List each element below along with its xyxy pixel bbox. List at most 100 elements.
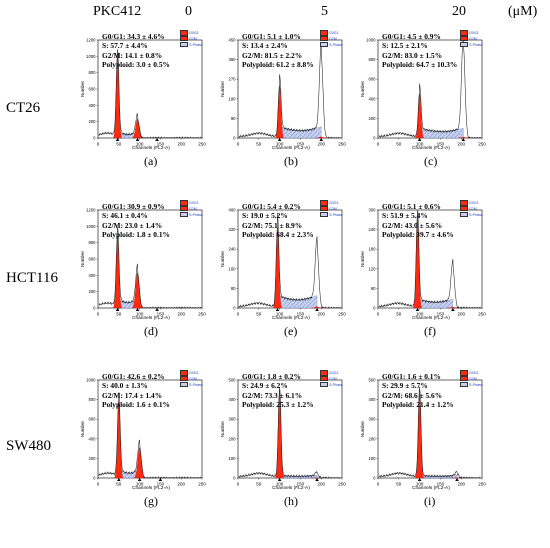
y-axis-label: Number (360, 420, 365, 437)
cell-cycle-stats: G0/G1: 5.4 ± 0.2% S: 19.0 ± 5.2% G2/M: 75.… (242, 202, 314, 240)
legend-swatch (180, 200, 188, 206)
stat-line: G2/M: 81.5 ± 2.2% (242, 50, 303, 60)
panel-b: 0 50 100 150 200 250 0 90 180 270 360 450 Channels (… (218, 22, 350, 168)
x-tick-label: 50 (396, 482, 402, 487)
gate-marker (451, 308, 455, 311)
cell-cycle-stats: G0/G1: 1.6 ± 0.1% S: 29.9 ± 5.7% G2/M: 68.… (382, 372, 454, 410)
x-tick-label: 200 (317, 482, 325, 487)
y-tick-label: 240 (229, 247, 237, 252)
legend-swatch (180, 205, 188, 212)
x-tick-label: 100 (416, 142, 424, 147)
x-axis-label: Channels (FL2-A) (272, 316, 310, 321)
panel-a: 0 50 100 150 200 250 0 200 400 600 800 1000 1200 Chan… (78, 22, 210, 168)
x-tick-label: 100 (276, 482, 284, 487)
panel-c: 0 50 100 150 200 250 0 200 400 600 800 1000 Channels… (358, 22, 490, 168)
cell-cycle-stats: G0/G1: 5.1 ± 0.6% S: 51.9 ± 5.4% G2/M: 43.… (382, 202, 454, 240)
panel-label: (c) (424, 154, 438, 168)
legend-entry: G0G1 (320, 370, 343, 376)
legend-entry: G0G1 (180, 30, 203, 36)
x-tick-label: 100 (136, 482, 144, 487)
stat-line: G2/M: 68.6 ± 5.6% (382, 390, 443, 400)
y-tick-label: 600 (89, 257, 97, 262)
x-axis-label: Channels (FL2-A) (132, 316, 170, 321)
y-axis-label: Number (80, 80, 85, 97)
x-tick-label: 150 (437, 482, 445, 487)
legend-swatch (320, 35, 328, 42)
legend: G0G1 G2M S-Phase (460, 30, 483, 48)
x-tick-label: 200 (177, 312, 185, 317)
cell-cycle-stats: G0/G1: 5.1 ± 1.0% S: 13.4 ± 2.4% G2/M: 81.… (242, 32, 314, 70)
panel-label: (f) (424, 324, 436, 338)
stat-line: G2/M: 73.3 ± 6.1% (242, 390, 303, 400)
y-tick-label: 0 (233, 476, 236, 481)
legend-entry: S-Phase (320, 41, 343, 48)
y-tick-label: 200 (89, 456, 97, 461)
legend-label: G0G1 (469, 200, 479, 205)
legend-label: G0G1 (329, 30, 339, 35)
histogram-b: 0 50 100 150 200 250 0 90 180 270 360 450 (229, 38, 347, 147)
legend-label: G2M (189, 376, 197, 381)
legend-label: G2M (469, 206, 477, 211)
stat-line: G0/G1: 1.6 ± 0.1% (382, 372, 441, 381)
y-axis-label: Number (360, 250, 365, 267)
panel-label: (h) (284, 494, 298, 508)
gate-marker (135, 138, 140, 141)
x-tick-label: 50 (256, 482, 262, 487)
y-tick-label: 0 (233, 136, 236, 141)
legend-entry: G2M (460, 205, 483, 212)
legend-entry: G0G1 (460, 200, 483, 206)
stat-line: S: 12.5 ± 2.1% (382, 41, 428, 51)
legend-label: S-Phase (329, 382, 343, 387)
legend-swatch (320, 30, 328, 36)
x-tick-label: 150 (297, 482, 305, 487)
legend-label: G0G1 (329, 370, 339, 375)
legend-label: S-Phase (469, 382, 483, 387)
legend-label: S-Phase (189, 212, 203, 217)
x-tick-label: 150 (157, 312, 165, 317)
y-tick-label: 200 (369, 116, 377, 121)
stat-line: G2/M: 23.0 ± 1.4% (102, 220, 163, 230)
legend-label: S-Phase (189, 42, 203, 47)
histogram-outline (98, 49, 202, 139)
stat-line: G0/G1: 5.1 ± 1.0% (242, 32, 301, 41)
histogram-g: 0 50 100 150 200 250 0 200 400 600 800 1000 (86, 378, 206, 487)
legend-swatch (460, 35, 468, 42)
x-tick-label: 200 (457, 312, 465, 317)
legend-entry: G0G1 (180, 370, 203, 376)
y-tick-label: 100 (229, 456, 237, 461)
legend-entry: S-Phase (460, 381, 483, 388)
header-conc-5: 5 (321, 4, 328, 19)
legend-entry: G2M (180, 375, 203, 382)
gate-marker (315, 478, 319, 481)
x-tick-label: 0 (377, 482, 380, 487)
stat-line: Polyploid: 3.0 ± 0.5% (102, 60, 170, 70)
legend-swatch (460, 381, 468, 388)
cell-cycle-stats: G0/G1: 42.6 ± 0.2% S: 40.0 ± 1.3% G2/M: 17… (102, 372, 170, 410)
y-axis-label: Number (220, 420, 225, 437)
panel-label: (e) (284, 324, 298, 338)
y-tick-label: 300 (369, 208, 377, 213)
x-tick-label: 150 (297, 142, 305, 147)
legend-entry: G2M (320, 35, 343, 42)
gate-marker (115, 308, 120, 311)
y-tick-label: 200 (369, 436, 377, 441)
y-tick-label: 0 (373, 476, 376, 481)
stat-line: Polyploid: 64.7 ± 10.3% (382, 60, 458, 70)
legend: G0G1 G2M S-Phase (320, 370, 343, 388)
y-tick-label: 400 (369, 96, 377, 101)
cell-cycle-stats: G0/G1: 34.3 ± 4.6% S: 57.7 ± 4.4% G2/M: 14… (102, 32, 170, 70)
y-tick-label: 1000 (86, 54, 96, 59)
legend-swatch (320, 375, 328, 382)
x-tick-label: 100 (416, 482, 424, 487)
x-tick-label: 250 (478, 312, 486, 317)
legend-swatch (180, 375, 188, 382)
stat-line: G2/M: 83.0 ± 1.5% (382, 50, 443, 60)
legend: G0G1 G2M S-Phase (180, 370, 203, 388)
x-tick-label: 250 (478, 482, 486, 487)
g2m-peak (447, 307, 459, 309)
stat-line: G0/G1: 5.4 ± 0.2% (242, 202, 301, 211)
g0g1-peak (114, 401, 123, 479)
y-tick-label: 270 (229, 77, 237, 82)
stat-line: S: 24.9 ± 6.2% (242, 381, 288, 391)
legend-swatch (320, 381, 328, 388)
